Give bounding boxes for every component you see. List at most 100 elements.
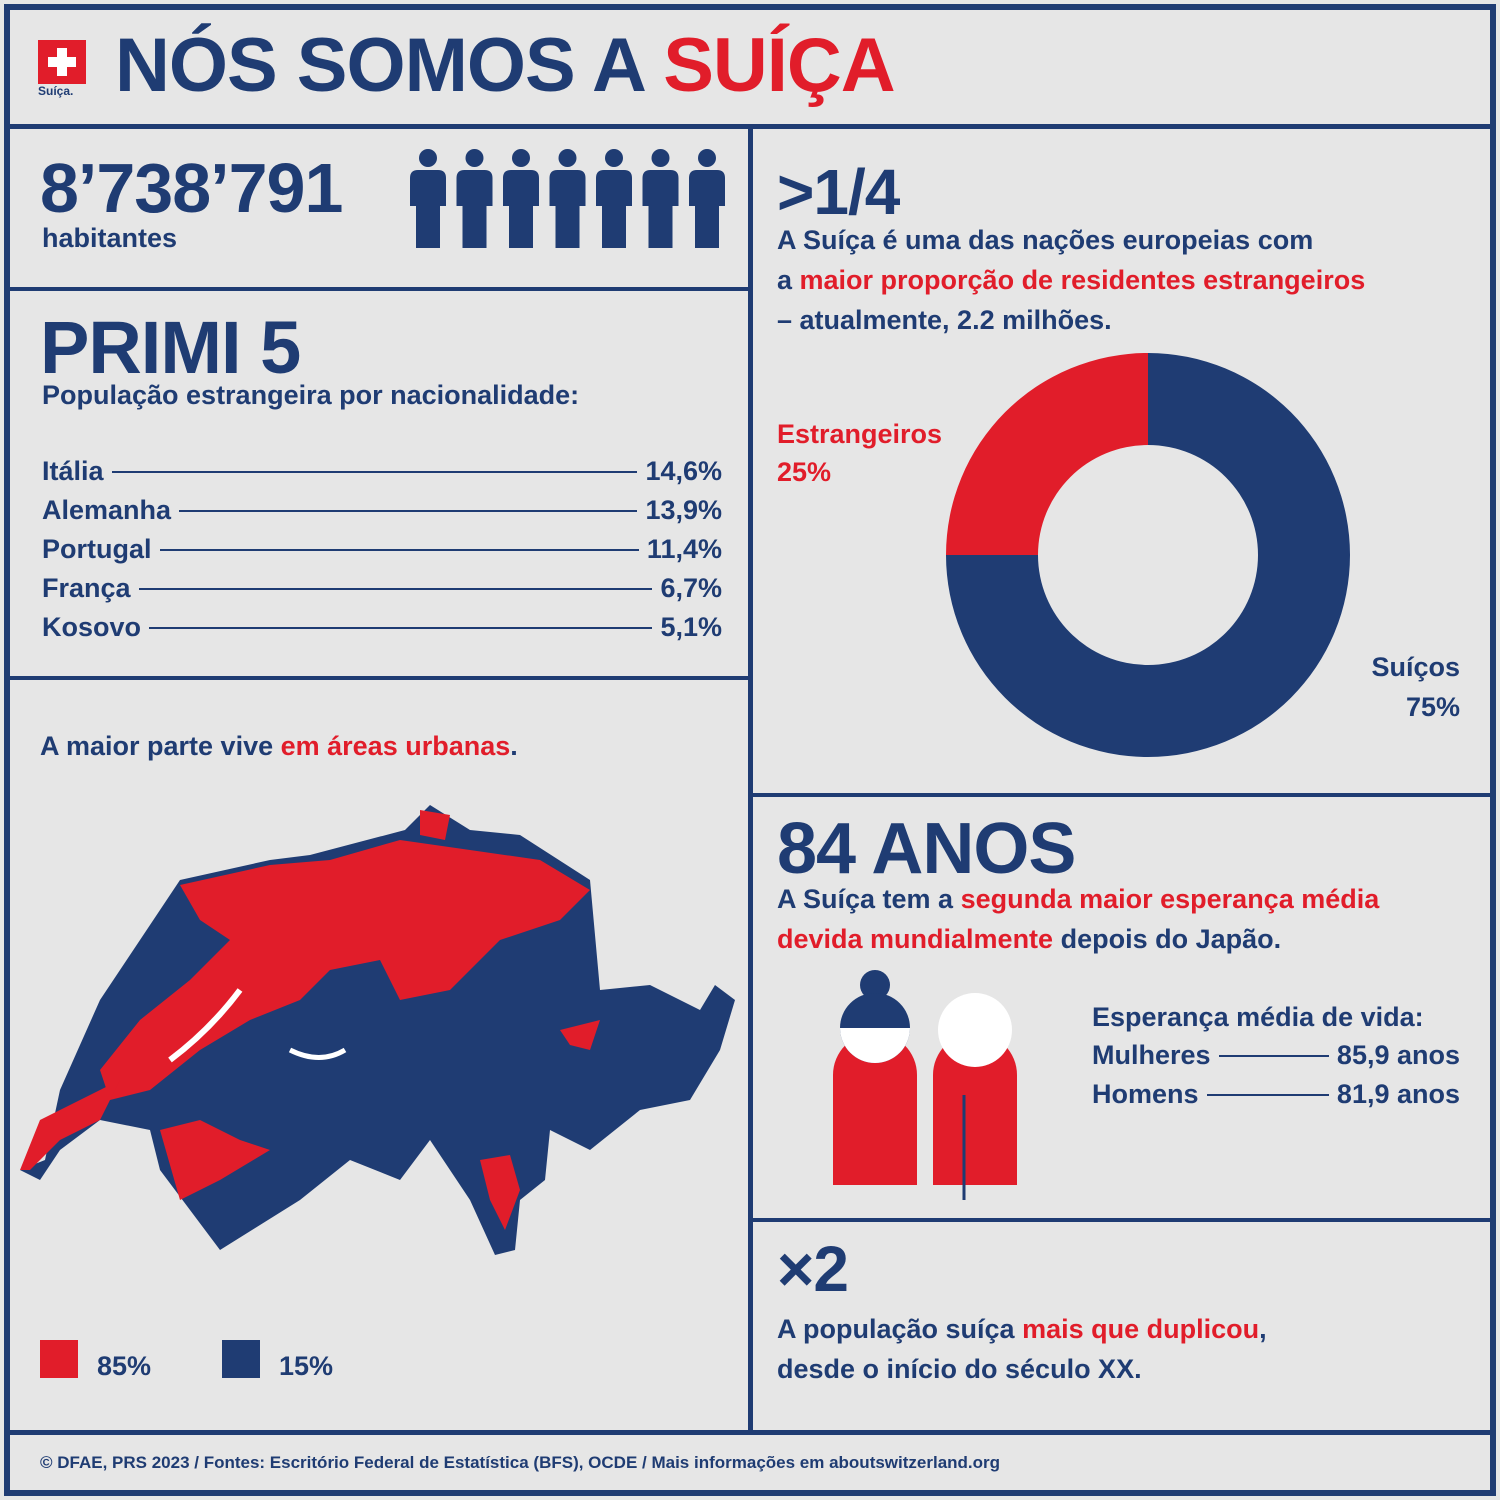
- text: .: [510, 731, 518, 761]
- text: desde o início do século XX.: [777, 1354, 1142, 1384]
- donut-value: 25%: [777, 457, 832, 487]
- highlight-text: devida mundialmente: [777, 924, 1054, 954]
- list-row: Alemanha 13,9%: [42, 491, 722, 530]
- section-text: A população suíça mais que duplicou, desd…: [777, 1309, 1267, 1389]
- row-value: 85,9 anos: [1336, 1040, 1460, 1070]
- share: 6,7%: [660, 573, 722, 603]
- highlight-text: maior proporção de residentes estrangeir…: [799, 265, 1366, 295]
- logo-text: Suíça.: [38, 84, 74, 98]
- text: depois do Japão.: [1053, 924, 1282, 954]
- logo: [38, 40, 86, 84]
- text: A população suíça: [777, 1314, 1023, 1344]
- person-head: [605, 149, 623, 167]
- leader-line: [149, 626, 653, 629]
- footer: © DFAE, PRS 2023 / Fontes: Escritório Fe…: [40, 1453, 1001, 1472]
- list-row: Itália 14,6%: [42, 452, 722, 491]
- country: Kosovo: [42, 612, 142, 642]
- title: NÓS SOMOS A SUÍÇA: [115, 22, 896, 109]
- list-row: Homens 81,9 anos: [1092, 1075, 1460, 1114]
- person-head: [558, 149, 577, 167]
- highlight-text: segunda maior esperança média: [960, 884, 1380, 914]
- highlight-text: mais que duplicou: [1022, 1314, 1260, 1344]
- list-row: Portugal 11,4%: [42, 530, 722, 569]
- legend-label: 85%: [97, 1351, 152, 1381]
- leader-line: [1206, 1093, 1329, 1096]
- section-title: >1/4: [777, 156, 900, 228]
- country: França: [42, 573, 131, 603]
- text-line: a maior proporção de residentes estrange…: [777, 260, 1365, 300]
- section-text: A Suíça tem a segunda maior esperança mé…: [777, 879, 1379, 959]
- person-head: [512, 149, 530, 167]
- text: A maior parte vive: [40, 731, 281, 761]
- person-body: [503, 170, 539, 248]
- leader-line: [159, 548, 639, 551]
- text-line: devida mundialmente depois do Japão.: [777, 919, 1379, 959]
- text-line: A população suíça mais que duplicou,: [777, 1309, 1267, 1349]
- text-line: – atualmente, 2.2 milhões.: [777, 300, 1365, 340]
- legend-swatch: [40, 1340, 78, 1378]
- table-title: Esperança média de vida:: [1092, 1002, 1424, 1032]
- person-head: [698, 149, 716, 167]
- leader-line: [179, 509, 638, 512]
- row-value: 81,9 anos: [1336, 1079, 1460, 1109]
- person-body: [596, 170, 632, 248]
- people-icons: [410, 149, 725, 248]
- donut-segment: [946, 353, 1148, 555]
- urban-text: A maior parte vive em áreas urbanas.: [40, 726, 518, 766]
- map: [20, 805, 735, 1255]
- country: Alemanha: [42, 495, 172, 525]
- person-body: [642, 170, 679, 248]
- section-subtitle: População estrangeira por nacionalidade:: [42, 380, 580, 410]
- person-body: [456, 170, 493, 248]
- leader-line: [138, 587, 653, 590]
- person-head: [651, 149, 670, 167]
- legend-label: 15%: [279, 1351, 334, 1381]
- donut-label: Suíços: [1371, 652, 1460, 682]
- text-line: desde o início do século XX.: [777, 1349, 1267, 1389]
- section-title: 84 ANOS: [777, 809, 1076, 889]
- share: 13,9%: [645, 495, 722, 525]
- country: Itália: [42, 456, 104, 486]
- legend-swatch: [222, 1340, 260, 1378]
- text: NÓS SOMOS A: [115, 23, 664, 108]
- row-label: Mulheres: [1092, 1040, 1211, 1070]
- row-label: Homens: [1092, 1079, 1199, 1109]
- person-body: [689, 170, 725, 248]
- text: ,: [1259, 1314, 1267, 1344]
- text: – atualmente, 2.2 milhões.: [777, 305, 1112, 335]
- person-body: [549, 170, 586, 248]
- list-row: Mulheres 85,9 anos: [1092, 1036, 1460, 1075]
- text: a: [777, 265, 800, 295]
- donut-chart: [946, 353, 1350, 757]
- section-text: A Suíça é uma das nações europeias com a …: [777, 220, 1365, 340]
- share: 5,1%: [660, 612, 722, 642]
- list-row: França 6,7%: [42, 569, 722, 608]
- elderly-icons: [833, 970, 1017, 1200]
- leader-line: [1218, 1054, 1329, 1057]
- text: A Suíça é uma das nações europeias com: [777, 225, 1314, 255]
- text-line: A Suíça tem a segunda maior esperança mé…: [777, 879, 1379, 919]
- list-row: Kosovo 5,1%: [42, 608, 722, 647]
- highlight-text: em áreas urbanas: [280, 731, 511, 761]
- leader-line: [111, 470, 638, 473]
- highlight-text: SUÍÇA: [663, 23, 895, 108]
- share: 14,6%: [645, 456, 722, 486]
- country: Portugal: [42, 534, 152, 564]
- person-head: [419, 149, 437, 167]
- population-number: 8’738’791: [40, 149, 343, 227]
- donut-value: 75%: [1405, 692, 1460, 722]
- text: A Suíça tem a: [777, 884, 961, 914]
- divider: [748, 124, 753, 1434]
- divider: [750, 793, 1496, 797]
- text-line: A Suíça é uma das nações europeias com: [777, 220, 1365, 260]
- donut-segment: [946, 353, 1350, 757]
- divider: [4, 1430, 1496, 1435]
- divider: [4, 676, 750, 680]
- divider: [4, 287, 750, 291]
- person-body: [410, 170, 446, 248]
- population-label: habitantes: [42, 223, 178, 253]
- section-title: PRIMI 5: [40, 306, 301, 389]
- person-head: [465, 149, 484, 167]
- divider: [750, 1218, 1496, 1222]
- section-title: ×2: [777, 1233, 849, 1305]
